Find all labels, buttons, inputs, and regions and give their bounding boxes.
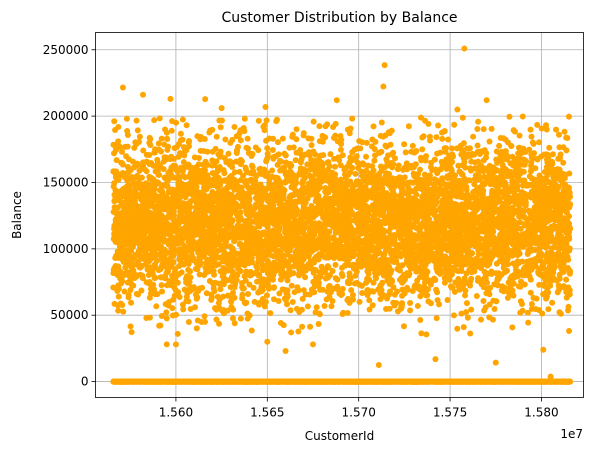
data-point [364, 378, 371, 385]
data-point [379, 378, 386, 385]
data-point [432, 276, 439, 283]
data-point [525, 378, 532, 385]
data-points [110, 45, 574, 385]
data-point [463, 300, 470, 307]
data-point [488, 125, 495, 132]
data-point [155, 378, 162, 385]
data-point [475, 118, 482, 125]
data-point [229, 315, 236, 322]
data-point [225, 378, 232, 385]
data-point [245, 290, 252, 297]
data-point [322, 378, 329, 385]
data-point [132, 378, 139, 385]
data-point [417, 293, 424, 300]
data-point [540, 378, 547, 385]
data-point [563, 276, 570, 283]
data-point [120, 378, 127, 385]
data-point [255, 378, 262, 385]
data-point [409, 142, 416, 149]
data-point [241, 115, 248, 122]
data-point [563, 378, 570, 385]
data-point [288, 282, 295, 289]
data-point [178, 378, 185, 385]
data-point [201, 313, 208, 320]
data-point [433, 315, 440, 322]
data-point [346, 378, 353, 385]
data-point [499, 378, 506, 385]
data-point [231, 123, 238, 130]
data-point [189, 378, 196, 385]
data-point [288, 329, 295, 336]
data-point [168, 378, 175, 385]
data-point [525, 319, 532, 326]
data-point [301, 378, 308, 385]
data-point [473, 378, 480, 385]
data-point [265, 378, 272, 385]
data-point [490, 378, 497, 385]
data-point [114, 378, 121, 385]
data-point [453, 378, 460, 385]
data-point [222, 136, 229, 143]
data-point [439, 135, 446, 142]
data-point [156, 115, 163, 122]
data-point [460, 324, 467, 331]
data-point [506, 113, 513, 120]
data-point [432, 378, 439, 385]
data-point [506, 378, 513, 385]
data-point [219, 378, 226, 385]
data-point [123, 115, 130, 122]
data-point [459, 378, 466, 385]
data-point [285, 378, 292, 385]
data-point [409, 378, 416, 385]
data-point [433, 134, 440, 141]
data-point [474, 126, 481, 133]
data-point [548, 378, 555, 385]
data-point [399, 378, 406, 385]
data-point [352, 378, 359, 385]
data-point [478, 378, 485, 385]
data-point [144, 378, 151, 385]
data-point [414, 302, 421, 309]
data-point [405, 123, 412, 130]
data-point [554, 378, 561, 385]
data-point [473, 293, 480, 300]
data-point [204, 148, 211, 155]
chart-title: Customer Distribution by Balance [221, 10, 457, 26]
data-point [417, 378, 424, 385]
data-point [313, 378, 320, 385]
data-point [169, 305, 176, 312]
data-point [138, 378, 145, 385]
data-point [441, 378, 448, 385]
data-point [153, 303, 160, 310]
data-point [332, 378, 339, 385]
data-point [146, 294, 153, 301]
data-point [247, 378, 254, 385]
data-point [151, 117, 158, 124]
data-point [407, 300, 414, 307]
data-point [209, 378, 216, 385]
data-point [214, 293, 221, 300]
data-point [236, 378, 243, 385]
